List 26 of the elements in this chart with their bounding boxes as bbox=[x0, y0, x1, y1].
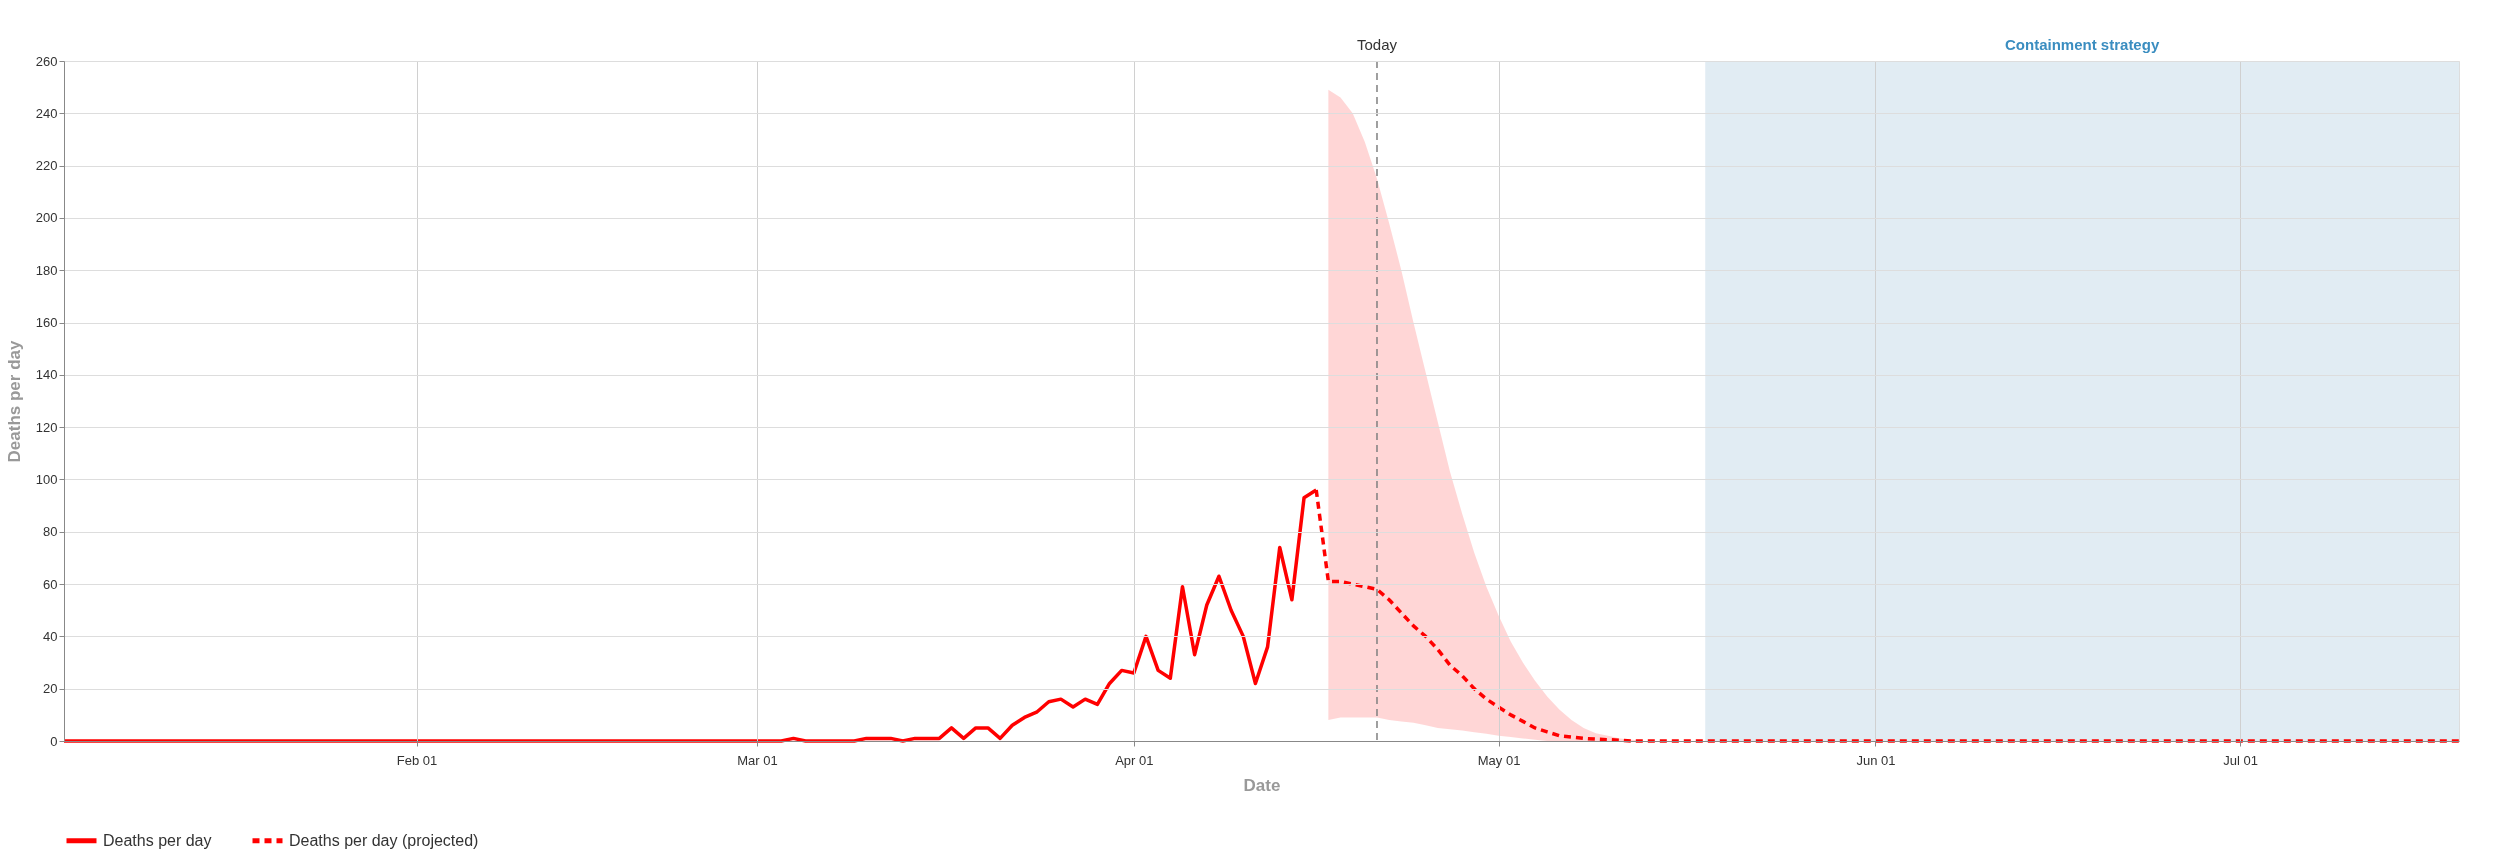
band-label: Containment strategy bbox=[2005, 36, 2160, 53]
y-tick-label: 160 bbox=[35, 315, 58, 331]
y-tick-label: 60 bbox=[43, 576, 58, 592]
x-tick-label: Mar 01 bbox=[737, 752, 778, 768]
y-tick-label: 40 bbox=[43, 628, 58, 644]
x-axis-title: Date bbox=[1243, 775, 1281, 795]
y-tick-label: 240 bbox=[35, 105, 58, 121]
y-tick-label: 120 bbox=[35, 419, 58, 435]
legend-label: Deaths per day (projected) bbox=[289, 831, 479, 849]
y-tick-label: 180 bbox=[35, 262, 58, 278]
y-tick-label: 140 bbox=[35, 367, 58, 383]
y-tick-label: 200 bbox=[35, 210, 58, 226]
y-tick-label: 20 bbox=[43, 681, 58, 697]
x-tick-label: Feb 01 bbox=[396, 752, 438, 768]
x-tick-label: Jul 01 bbox=[2223, 752, 2259, 768]
y-tick-label: 260 bbox=[35, 53, 58, 69]
y-tick-label: 0 bbox=[50, 733, 58, 749]
x-tick-label: Jun 01 bbox=[1856, 752, 1896, 768]
legend-label: Deaths per day bbox=[103, 831, 212, 849]
y-axis-title: Deaths per day bbox=[4, 340, 24, 463]
x-tick-label: Apr 01 bbox=[1115, 752, 1154, 768]
x-tick-label: May 01 bbox=[1477, 752, 1521, 768]
y-tick-label: 220 bbox=[35, 158, 58, 174]
ref-line-label: Today bbox=[1356, 36, 1398, 53]
y-tick-label: 100 bbox=[35, 471, 58, 487]
y-tick-label: 80 bbox=[43, 524, 58, 540]
